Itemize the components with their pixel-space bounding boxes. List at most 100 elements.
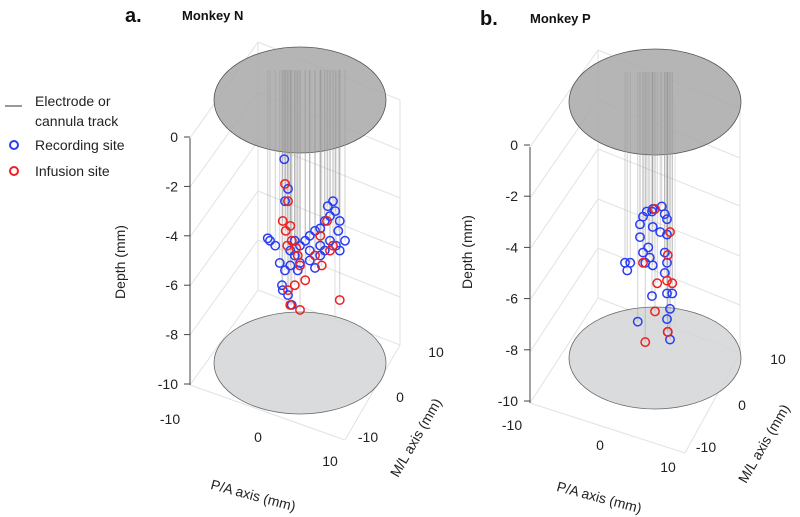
recording-site-point [325,235,335,246]
top-disk [568,48,742,156]
recording-site-point [328,196,338,207]
legend: Electrode or cannula track Recording sit… [5,93,125,179]
infusion-site-point [280,178,290,189]
recording-site-point [647,260,658,271]
z-tick-label: -6 [166,277,179,293]
z-tick-label: -4 [506,239,519,255]
chart-title: Monkey P [530,11,591,26]
y-tick-label: -10 [696,439,716,455]
recording-site-point [304,245,315,256]
recording-site-point [643,242,654,253]
y-axis-label: M/L axis (mm) [735,401,793,485]
infusion-site-point [315,230,326,241]
z-axis-label: Depth (mm) [459,215,475,289]
legend-track-label-1: Electrode or [35,93,111,109]
infusion-site-point [283,285,293,296]
z-tick-label: -2 [506,188,519,204]
recording-site-point [667,288,678,299]
z-tick-label: -8 [166,327,179,343]
infusion-site-point [652,278,663,289]
recording-site-point [322,201,333,212]
infusion-site-point [292,250,303,261]
panel-b: b. Monkey P 0 -2 -4 -6 -8 -10 Depth (mm) -10 0 10… [459,8,793,516]
recording-site-point [283,183,293,194]
bottom-disk [568,306,742,410]
infusion-site-point [286,235,297,246]
recording-site-point [665,303,675,314]
recording-site-point [289,250,300,261]
recording-site-point [622,265,633,276]
recording-site-point [304,230,315,241]
z-tick-label: -10 [158,376,178,392]
recording-site-point [635,232,645,243]
top-disk [213,46,387,154]
infusion-site-point [662,275,672,286]
recording-site-point [283,290,293,301]
recording-site-point [659,247,670,258]
recording-site-point [274,258,285,268]
x-tick-label: 0 [254,429,262,445]
z-tick-label: -8 [506,342,519,358]
infusion-site-point [277,216,288,226]
recording-site-point [265,235,275,246]
recording-site-point [340,235,350,246]
recording-site-point [270,240,281,251]
legend-recording-label: Recording site [35,137,125,153]
x-axis-label: P/A axis (mm) [555,478,643,516]
infusion-site-point [325,245,335,256]
y-tick-label: -10 [358,429,378,445]
legend-track-label-2: cannula track [35,113,119,129]
recording-site-point [662,288,672,299]
recording-site-point [632,316,643,327]
y-tick-label: 10 [770,351,786,367]
x-tick-label: 10 [660,459,676,475]
panel-a: a. Monkey N 0 -2 -4 -6 -8 -10 Depth (mm) -10 0 10… [112,5,445,514]
infusion-site-point [334,295,345,305]
recording-site-point [315,223,326,234]
infusion-site-point [662,250,673,261]
infusion-site-point [667,278,678,289]
legend-infusion-marker [9,166,19,176]
x-tick-label: 10 [322,453,338,469]
recording-site-point [292,265,303,276]
recording-site-point [277,285,288,296]
recording-site-point [655,227,666,237]
recording-site-point [662,229,672,240]
recording-site-point [285,260,296,271]
recording-site-point [319,245,330,256]
recording-site-point [331,240,341,251]
recording-site-point [279,154,290,165]
z-axis-label: Depth (mm) [112,225,128,299]
recording-site-point [280,265,290,276]
z-tick-label: -6 [506,291,519,307]
x-tick-label: -10 [502,417,522,433]
recording-site-point [330,206,341,217]
infusion-site-point [665,227,675,237]
x-tick-label: -10 [160,411,180,427]
infusion-site-point [285,220,296,231]
recording-site-point [647,221,658,232]
infusion-site-point [295,304,305,315]
recording-site-point [638,247,648,258]
recording-site-point [334,216,345,226]
recording-site-point [280,196,290,207]
recording-site-point [647,291,657,301]
y-axis-label: M/L axis (mm) [387,395,445,479]
infusion-site-point [650,306,660,317]
infusion-site-point [295,260,305,271]
infusion-site-point [638,257,648,268]
infusion-site-point [285,300,296,310]
z-tick-label: 0 [170,129,178,145]
recording-site-point [310,262,320,273]
infusion-site-point [300,275,311,286]
chart-title: Monkey N [182,8,243,23]
y-tick-label: 10 [428,344,444,360]
z-tick-label: -10 [498,393,518,409]
recording-site-point [310,225,320,236]
x-tick-label: 0 [596,437,604,453]
recording-site-point [277,280,287,291]
recording-site-point [333,225,344,236]
infusion-site-point [283,196,293,207]
recording-site-point [262,233,273,244]
